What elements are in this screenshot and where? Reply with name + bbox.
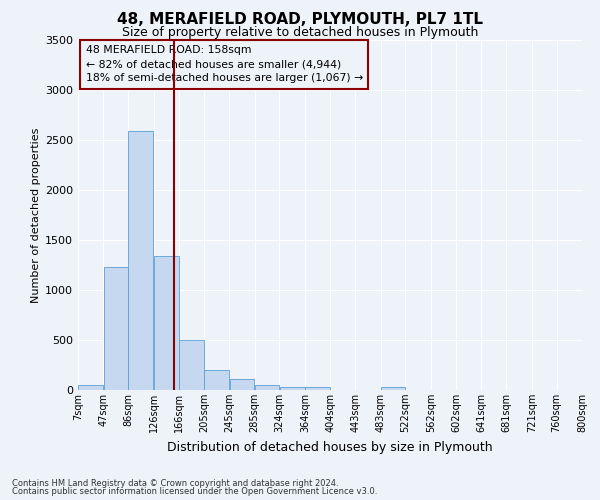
- Bar: [280, 387, 305, 390]
- Text: Contains public sector information licensed under the Open Government Licence v3: Contains public sector information licen…: [12, 487, 377, 496]
- Bar: [255, 385, 279, 390]
- X-axis label: Distribution of detached houses by size in Plymouth: Distribution of detached houses by size …: [167, 440, 493, 454]
- Bar: [179, 340, 203, 390]
- Text: 48, MERAFIELD ROAD, PLYMOUTH, PL7 1TL: 48, MERAFIELD ROAD, PLYMOUTH, PL7 1TL: [117, 12, 483, 28]
- Bar: [381, 387, 405, 390]
- Bar: [230, 379, 254, 390]
- Bar: [128, 131, 154, 390]
- Y-axis label: Number of detached properties: Number of detached properties: [31, 128, 41, 302]
- Bar: [104, 267, 128, 390]
- Text: Size of property relative to detached houses in Plymouth: Size of property relative to detached ho…: [122, 26, 478, 39]
- Bar: [204, 370, 229, 390]
- Text: 48 MERAFIELD ROAD: 158sqm
← 82% of detached houses are smaller (4,944)
18% of se: 48 MERAFIELD ROAD: 158sqm ← 82% of detac…: [86, 46, 363, 83]
- Bar: [78, 385, 103, 390]
- Text: Contains HM Land Registry data © Crown copyright and database right 2024.: Contains HM Land Registry data © Crown c…: [12, 478, 338, 488]
- Bar: [305, 387, 330, 390]
- Bar: [154, 256, 179, 390]
